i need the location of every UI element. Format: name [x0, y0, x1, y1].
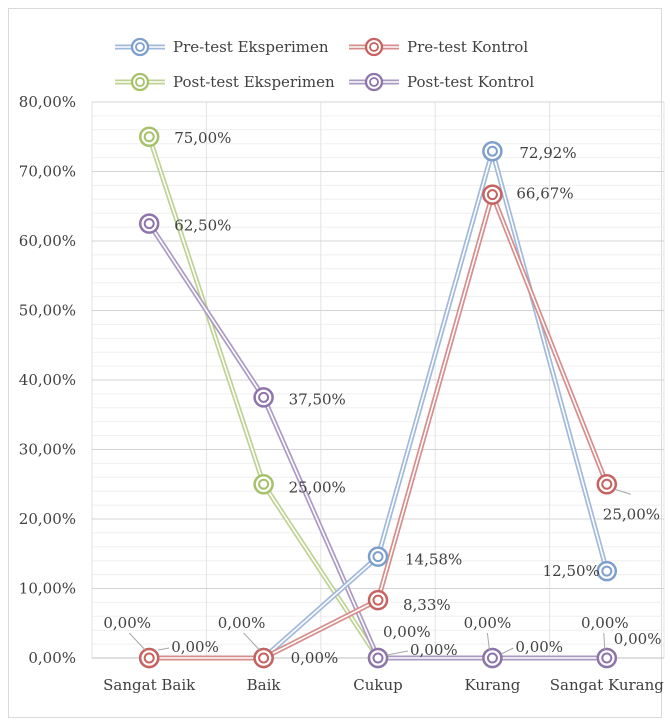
y-tick-label: 40,00% — [19, 371, 76, 389]
data-label: 0,00% — [464, 614, 512, 632]
y-axis: 0,00% 10,00% 20,00% 30,00% 40,00% 50,00% 60,00… — [19, 93, 664, 667]
marker-inner — [486, 145, 498, 157]
legend-label: Post-test Kontrol — [407, 73, 534, 91]
label-leader — [128, 632, 146, 651]
data-point — [596, 474, 618, 495]
series-line — [146, 135, 607, 661]
marker-inner — [258, 478, 270, 490]
data-point — [253, 474, 274, 495]
label-leader — [501, 647, 514, 655]
series-line-outer — [146, 135, 607, 661]
data-label: 62,50% — [174, 217, 231, 235]
legend-marker-inner — [135, 42, 145, 52]
marker-inner — [601, 565, 613, 577]
data-point — [482, 140, 503, 162]
legend-label: Post-test Eksperimen — [173, 73, 335, 91]
data-point — [482, 647, 503, 669]
y-tick-label: 70,00% — [19, 163, 76, 181]
data-point — [596, 560, 618, 582]
label-leader — [243, 632, 260, 651]
data-label: 25,00% — [289, 478, 346, 496]
marker-inner — [143, 652, 155, 664]
data-label: 0,00% — [103, 614, 151, 632]
x-tick-label: Cukup — [353, 676, 403, 694]
marker-inner — [601, 652, 613, 664]
x-tick-label: Kurang — [464, 676, 520, 694]
data-label: 72,92% — [519, 144, 576, 162]
marker-inner — [258, 652, 270, 664]
legend-item: Post-test Kontrol — [349, 72, 534, 92]
y-tick-label: 60,00% — [19, 232, 76, 250]
marker-inner — [372, 551, 384, 563]
data-point — [596, 647, 618, 669]
series-line-inner — [148, 136, 607, 659]
data-point — [482, 184, 503, 205]
data-label: 8,33% — [403, 596, 451, 614]
label-leader — [158, 647, 170, 651]
marker-inner — [601, 478, 613, 490]
data-point — [367, 647, 389, 669]
data-label: 25,00% — [603, 505, 660, 523]
chart-frame — [8, 8, 662, 718]
data-point — [253, 387, 274, 408]
data-label: 0,00% — [171, 638, 219, 656]
data-label: 75,00% — [174, 129, 231, 147]
data-label: 0,00% — [515, 638, 563, 656]
x-tick-label: Sangat Baik — [103, 676, 196, 694]
y-tick-label: 0,00% — [28, 649, 76, 667]
data-labels: 0,00% 0,00%14,58%72,92%12,50%0,00%0,00%8,… — [103, 129, 661, 667]
legend-item: Post-test Eksperimen — [115, 72, 335, 92]
data-label: 14,58% — [405, 551, 462, 569]
legend-item: Pre-test Eksperimen — [115, 37, 329, 57]
legend-label: Pre-test Eksperimen — [173, 38, 329, 56]
marker-inner — [372, 652, 384, 664]
label-leader — [486, 632, 490, 651]
x-tick-label: Sangat Kurang — [550, 676, 665, 694]
legend-label: Pre-test Kontrol — [407, 38, 528, 56]
data-label: 0,00% — [581, 614, 629, 632]
y-tick-label: 10,00% — [19, 580, 76, 598]
marker-inner — [143, 131, 155, 143]
data-label: 37,50% — [289, 390, 346, 408]
label-leader — [386, 650, 409, 656]
data-point — [138, 126, 160, 147]
y-tick-label: 50,00% — [19, 302, 76, 320]
data-point — [367, 589, 389, 611]
data-label: 0,00% — [614, 630, 662, 648]
marker-inner — [372, 594, 384, 606]
label-leader — [614, 488, 631, 495]
marker-inner — [486, 189, 498, 201]
label-leader — [603, 632, 606, 651]
data-label: 0,00% — [383, 623, 431, 641]
legend-marker-inner — [369, 77, 379, 87]
data-point — [138, 647, 160, 669]
legend: Pre-test Eksperimen Pre-test Kontrol Post-… — [115, 37, 534, 92]
data-point — [138, 213, 160, 234]
x-axis: Sangat Baik Baik Cukup Kurang Sangat Kurang — [92, 657, 665, 694]
data-label: 12,50% — [543, 562, 600, 580]
legend-item: Pre-test Kontrol — [349, 37, 528, 57]
legend-marker-inner — [135, 77, 145, 87]
data-label: 0,00% — [410, 641, 458, 659]
y-tick-label: 30,00% — [19, 441, 76, 459]
data-point — [367, 546, 389, 567]
y-tick-label: 20,00% — [19, 510, 76, 528]
data-label: 0,00% — [218, 614, 266, 632]
data-label: 66,67% — [516, 185, 573, 203]
data-label: 0,00% — [291, 649, 339, 667]
marker-inner — [143, 218, 155, 230]
legend-marker-inner — [369, 42, 379, 52]
marker-inner — [258, 391, 270, 403]
y-tick-label: 80,00% — [19, 93, 76, 111]
data-point — [253, 647, 274, 669]
marker-inner — [486, 652, 498, 664]
x-tick-label: Baik — [247, 676, 282, 694]
